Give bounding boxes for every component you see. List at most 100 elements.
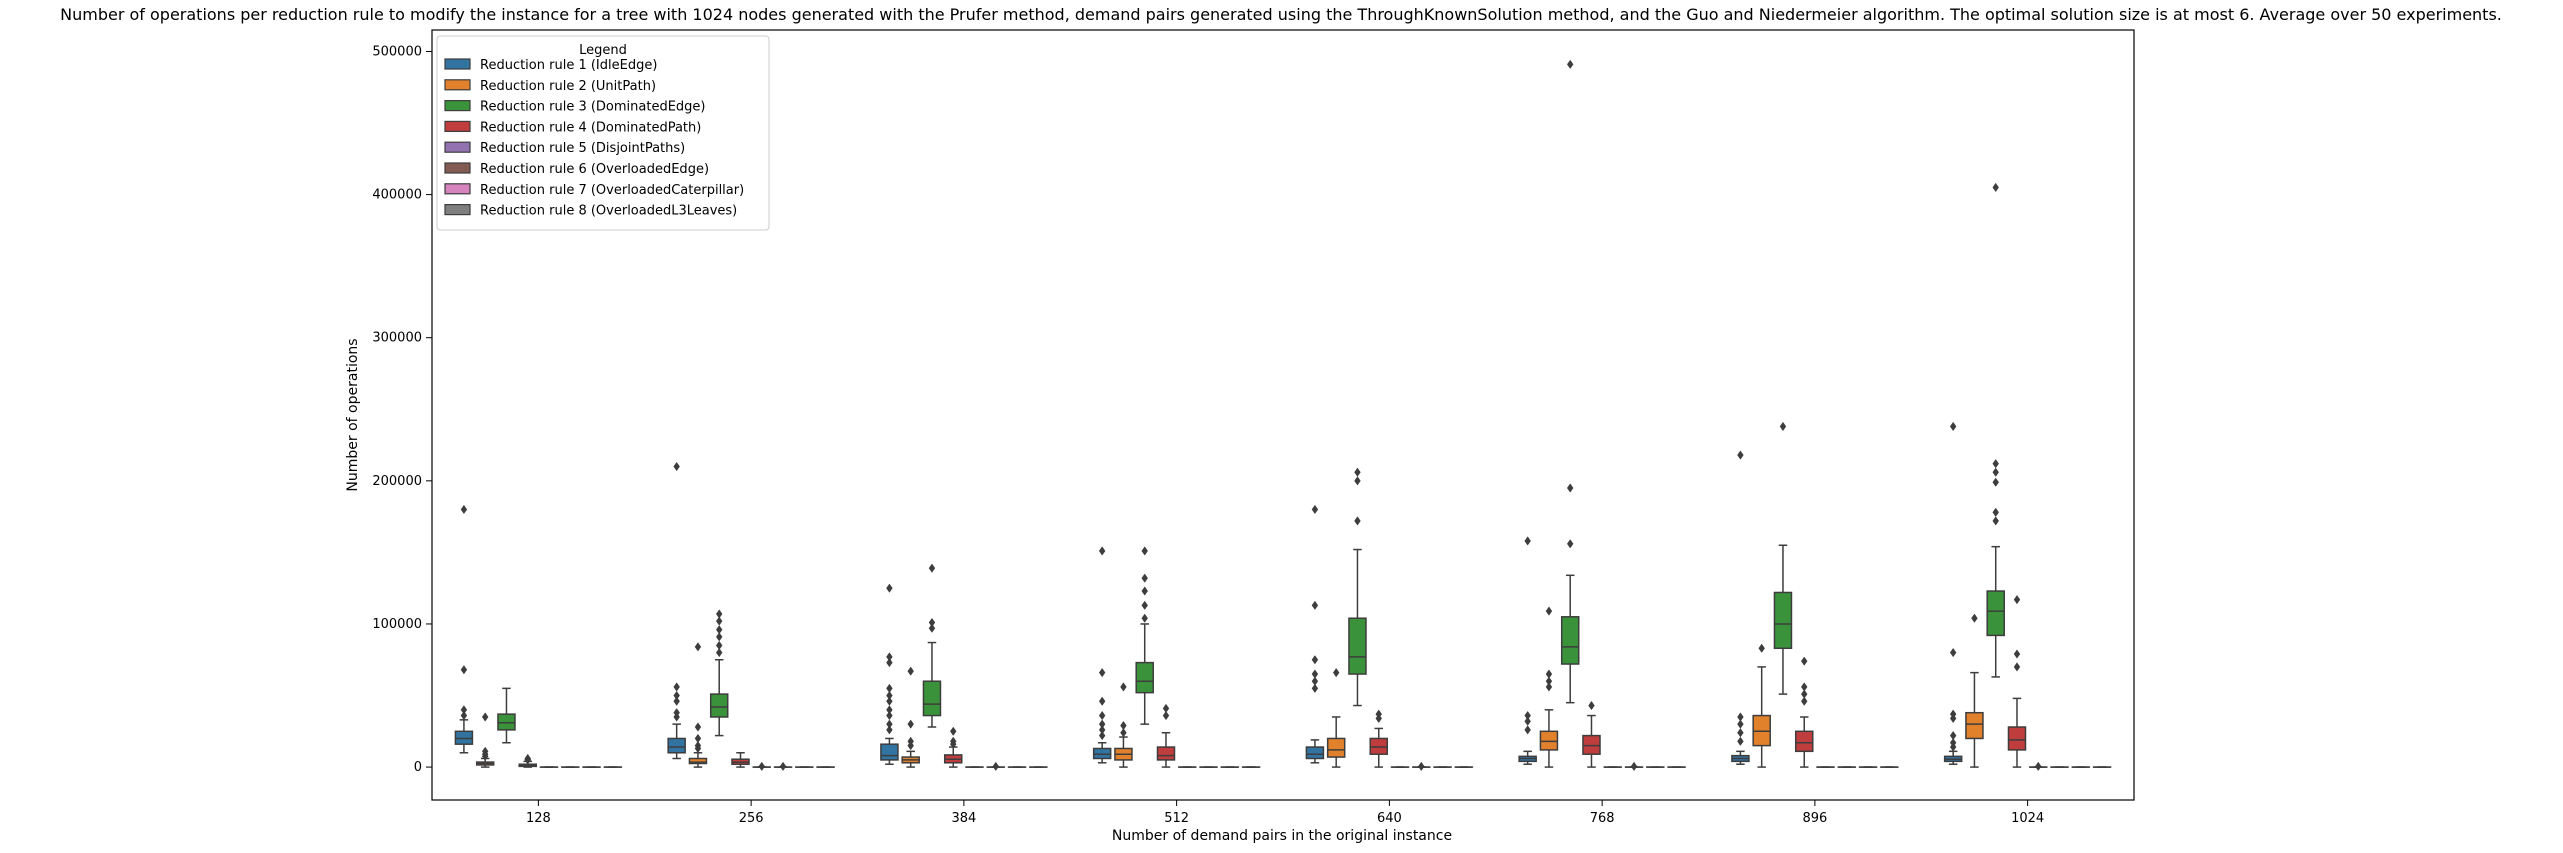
legend-entry-label: Reduction rule 1 (IdleEdge) <box>480 58 657 73</box>
x-tick-label: 512 <box>1164 811 1189 826</box>
series-group <box>561 761 2069 772</box>
legend-title: Legend <box>579 43 627 58</box>
box-flier <box>1737 736 1744 746</box>
box-flier <box>907 740 914 751</box>
series-group <box>518 594 2027 768</box>
legend-swatch <box>444 99 471 112</box>
box-flier <box>1779 421 1787 432</box>
box-flier <box>1098 546 1106 556</box>
legend-entry-label: Reduction rule 7 (OverloadedCaterpillar) <box>480 183 744 198</box>
box-flier <box>1758 643 1765 653</box>
box-flier <box>524 755 531 765</box>
legend-frame <box>436 35 770 231</box>
box-body <box>922 680 942 717</box>
box-flier <box>481 751 489 761</box>
box-body <box>1156 746 1176 761</box>
box-flier <box>694 642 702 652</box>
box-flier <box>1566 483 1574 493</box>
legend-entry-label: Reduction rule 5 (DisjointPaths) <box>480 141 685 156</box>
legend-swatch <box>444 79 471 91</box>
box-body <box>1135 661 1154 694</box>
box-body <box>1326 737 1346 758</box>
box-flier <box>1332 667 1340 678</box>
box-body <box>709 693 729 718</box>
box-flier <box>907 719 914 729</box>
legend-entries: Reduction rule 1 (IdleEdge) Reduction rul… <box>444 58 744 219</box>
legend: Legend Reduction rule 1 (IdleEdge)Reduct… <box>436 35 770 231</box>
box-flier <box>1141 573 1148 583</box>
box-flier <box>1162 710 1170 721</box>
box-flier <box>1737 450 1744 460</box>
box-flier <box>694 722 702 732</box>
box-flier <box>1588 700 1595 711</box>
box-flier <box>1141 600 1148 610</box>
y-tick-label: 100000 <box>372 617 422 632</box>
box-flier <box>1971 613 1978 623</box>
box-flier <box>758 761 766 772</box>
box-flier <box>1098 730 1106 741</box>
x-tick-label: 896 <box>1802 811 1827 826</box>
box-flier <box>1311 504 1319 515</box>
box-flier <box>673 461 680 472</box>
box-flier <box>460 710 468 721</box>
y-axis-label: Number of operations <box>345 338 361 491</box>
y-tick-label: 400000 <box>372 188 422 203</box>
box-flier <box>1566 539 1574 549</box>
x-axis-label: Number of demand pairs in the original i… <box>1112 828 1452 844</box>
box-flier <box>1949 647 1957 658</box>
x-tick-label: 640 <box>1377 811 1402 826</box>
box-body <box>688 757 708 765</box>
box-flier <box>460 504 468 515</box>
y-tick-label: 500000 <box>372 44 422 59</box>
box-flier <box>992 761 1000 772</box>
legend-entry-label: Reduction rule 8 (OverloadedL3Leaves) <box>480 204 737 219</box>
box-flier <box>886 725 893 735</box>
box-flier <box>481 712 489 722</box>
box-flier <box>1992 182 1999 193</box>
x-tick-label: 128 <box>526 811 551 826</box>
y-tick-label: 0 <box>414 760 422 775</box>
box-flier <box>2013 649 2021 659</box>
legend-swatch <box>444 204 471 216</box>
box-body <box>1773 591 1793 650</box>
box-body <box>880 743 899 761</box>
box-body <box>1965 711 1984 740</box>
box-flier <box>1949 742 1957 752</box>
box-flier <box>949 726 957 736</box>
series-group <box>454 421 1963 765</box>
box-flier <box>2035 761 2042 772</box>
box-flier <box>1992 516 1999 526</box>
box-flier <box>1098 696 1106 706</box>
legend-swatch <box>444 183 471 195</box>
box-flier <box>1800 656 1808 666</box>
x-tick-label: 768 <box>1590 811 1615 826</box>
box-flier <box>1354 516 1361 526</box>
box-flier <box>779 761 787 772</box>
legend-entry-label: Reduction rule 6 (OverloadedEdge) <box>480 162 709 177</box>
box-body <box>1986 590 2005 637</box>
box-flier <box>1141 586 1148 596</box>
box-body <box>1305 746 1325 760</box>
y-tick-label: 200000 <box>372 474 422 489</box>
box-body <box>1560 616 1580 665</box>
box-flier <box>1311 655 1319 665</box>
box-flier <box>1120 682 1127 692</box>
box-flier <box>715 647 723 658</box>
box-flier <box>1098 667 1106 678</box>
box-flier <box>886 583 893 593</box>
box-flier <box>928 563 936 573</box>
x-tick-label: 384 <box>951 811 976 826</box>
box-flier <box>1545 606 1553 616</box>
legend-swatch <box>444 120 471 133</box>
box-flier <box>907 666 914 676</box>
x-axis: 128 256 384 512 640 768 896 1024 <box>526 800 2044 826</box>
box-flier <box>1418 761 1425 772</box>
box-flier <box>2013 662 2021 672</box>
box-flier <box>694 743 702 754</box>
box-flier <box>1524 725 1531 735</box>
series-group <box>539 761 2048 772</box>
box-flier <box>1545 682 1553 692</box>
box-flier <box>1992 467 1999 477</box>
box-flier <box>928 623 936 633</box>
